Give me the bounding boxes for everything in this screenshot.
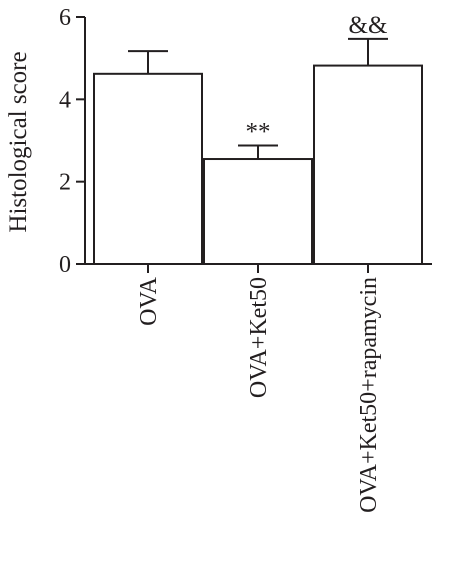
y-tick-label: 4 (59, 87, 71, 113)
bar-2 (203, 158, 313, 265)
x-tick-label: OVA (136, 276, 162, 326)
significance-annotation: ** (246, 118, 271, 145)
bar-1 (93, 72, 203, 265)
y-tick-label: 0 (59, 252, 71, 278)
y-tick-label: 6 (59, 5, 71, 31)
x-tick-label: OVA+Ket50 (246, 277, 272, 398)
plot-area: 0 2 4 6 OVA OVA+Ket50 ** OVA+Ket50+rapamycin && (59, 5, 432, 513)
significance-annotation: && (349, 12, 388, 39)
y-tick-label: 2 (59, 170, 71, 196)
x-tick-label: OVA+Ket50+rapamycin (356, 277, 382, 513)
y-axis-label: Histological score (5, 51, 32, 232)
bar-3 (313, 64, 423, 266)
